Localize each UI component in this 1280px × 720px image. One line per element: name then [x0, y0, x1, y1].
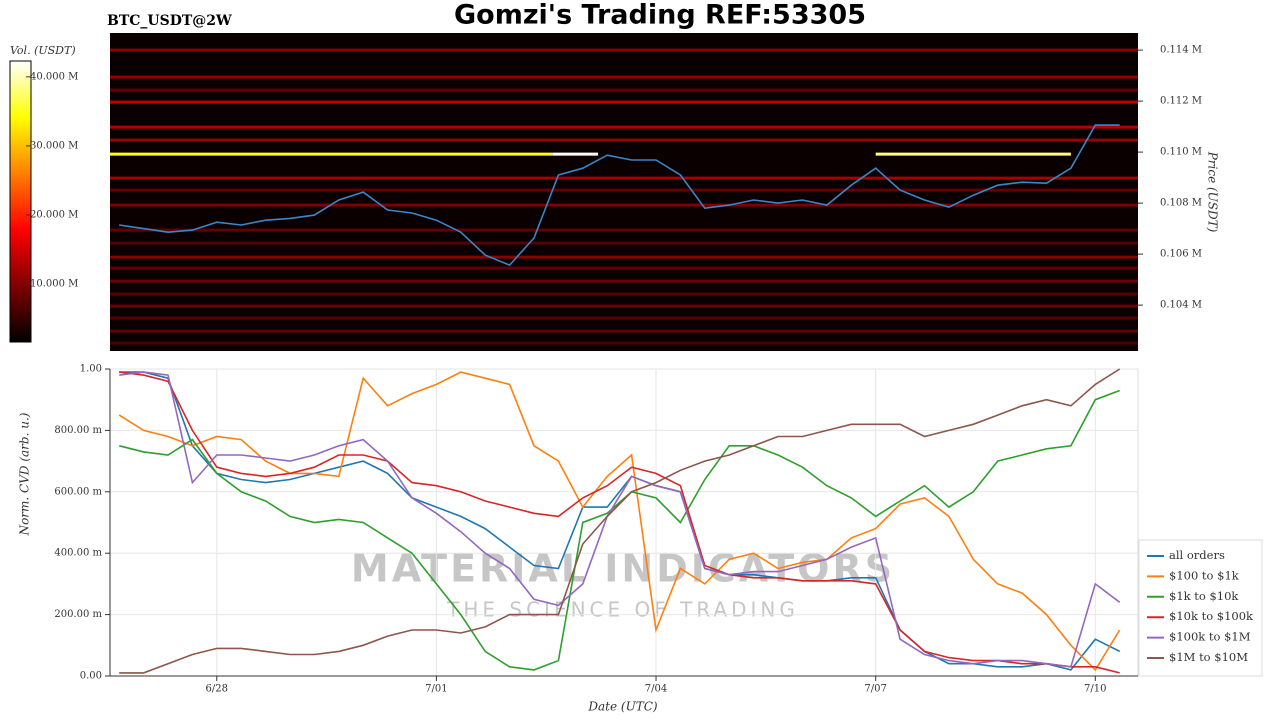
- cvd-line: [118, 371, 1121, 672]
- colorbar-tick-label: 30.000 M: [30, 140, 78, 151]
- x-axis-label: Date (UTC): [587, 700, 657, 714]
- y-tick-label: 0.114 M: [1160, 45, 1202, 56]
- watermark: MATERIAL INDICATORS: [351, 547, 895, 591]
- legend-label: $1M to $10M: [1169, 650, 1248, 664]
- legend-label: all orders: [1169, 548, 1225, 562]
- y-tick-label: 800.00 m: [54, 425, 102, 436]
- colorbar: [9, 60, 32, 343]
- x-tick-label: 7/07: [864, 684, 886, 695]
- x-tick-label: 7/01: [425, 684, 447, 695]
- y-axis-label: Norm. CVD (arb. u.): [18, 412, 32, 536]
- cvd-line: [119, 371, 1121, 668]
- colorbar-label: Vol. (USDT): [10, 44, 76, 57]
- y-tick-label: 600.00 m: [54, 486, 102, 497]
- colorbar-tick-label: 40.000 M: [30, 71, 78, 82]
- y-tick-label: 200.00 m: [54, 609, 102, 620]
- y-tick-label: 0.106 M: [1160, 249, 1202, 260]
- x-tick-label: 7/10: [1084, 684, 1106, 695]
- cvd-line: [119, 389, 1120, 671]
- y-tick-label: 0.108 M: [1160, 198, 1202, 209]
- legend-label: $100k to $1M: [1169, 630, 1251, 644]
- symbol-label: BTC_USDT@2W: [107, 13, 232, 29]
- x-tick-label: 7/04: [645, 684, 667, 695]
- chart-title: Gomzi's Trading REF:53305: [454, 0, 866, 31]
- legend-label: $10k to $100k: [1169, 609, 1254, 623]
- x-tick-label: 6/28: [206, 684, 228, 695]
- watermark-tagline: THE SCIENCE OF TRADING: [446, 598, 799, 622]
- y-tick-label: 0.00: [80, 671, 102, 682]
- cvd-line: [119, 371, 1121, 671]
- cvd-plot-area: [109, 368, 1139, 677]
- legend-box: [1138, 539, 1263, 677]
- y-tick-label: 0.112 M: [1160, 96, 1202, 107]
- legend-label: $1k to $10k: [1169, 589, 1239, 603]
- colorbar-tick-label: 20.000 M: [30, 209, 78, 220]
- y-tick-label: 0.110 M: [1160, 147, 1202, 158]
- heatmap-background: [110, 33, 1138, 351]
- y-tick-label: 400.00 m: [54, 548, 102, 559]
- cvd-line: [119, 371, 1120, 674]
- colorbar-tick-label: 10.000 M: [30, 279, 78, 290]
- cvd-line: [119, 368, 1121, 674]
- price-line: [119, 124, 1120, 267]
- y-tick-label: 0.104 M: [1160, 300, 1202, 311]
- price-axis-label: Price (USDT): [1206, 151, 1220, 233]
- legend-label: $100 to $1k: [1169, 568, 1240, 582]
- y-tick-label: 1.00: [80, 364, 102, 375]
